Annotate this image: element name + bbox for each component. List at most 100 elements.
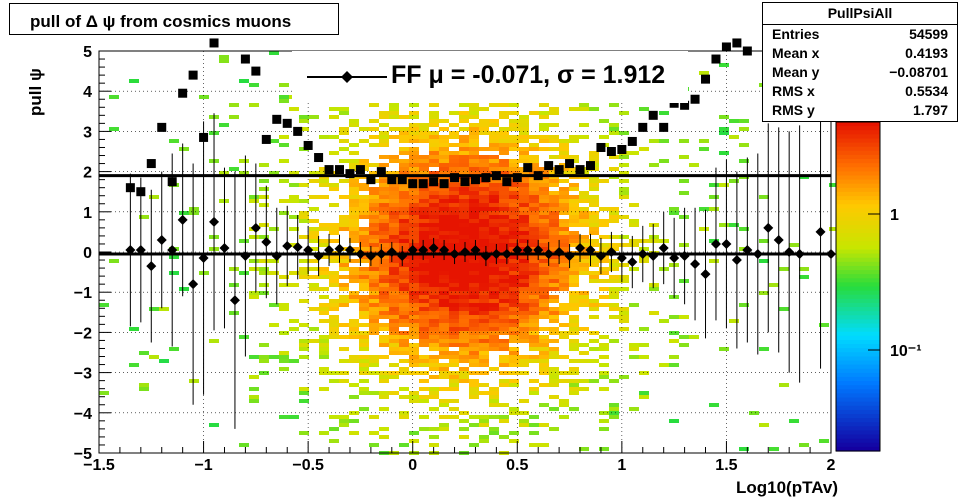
heatmap-cell <box>679 139 689 143</box>
heatmap-cell <box>429 387 439 391</box>
heatmap-cell <box>519 275 529 279</box>
heatmap-cell <box>449 223 459 227</box>
square-point <box>533 171 543 181</box>
heatmap-cell <box>739 447 749 451</box>
heatmap-cell <box>489 347 499 351</box>
diamond-point <box>376 249 387 260</box>
heatmap-cell <box>509 311 519 315</box>
stats-key: Entries <box>772 26 820 42</box>
heatmap-cell <box>359 207 369 211</box>
heatmap-cell <box>349 383 359 387</box>
heatmap-cell <box>309 267 319 271</box>
heatmap-cell <box>599 119 609 123</box>
heatmap-cell <box>499 271 509 275</box>
heatmap-cell <box>719 115 729 119</box>
heatmap-cell <box>279 211 289 215</box>
heatmap-cell <box>399 271 409 275</box>
heatmap-cell <box>399 151 409 155</box>
heatmap-cell <box>319 339 329 343</box>
heatmap-cell <box>669 419 679 423</box>
heatmap-cell <box>519 355 529 359</box>
heatmap-cell <box>589 275 599 279</box>
heatmap-cell <box>419 203 429 207</box>
heatmap-cell <box>359 363 369 367</box>
heatmap-cell <box>129 363 139 367</box>
heatmap-cell <box>279 415 289 419</box>
heatmap-cell <box>279 359 289 363</box>
heatmap-cell <box>559 171 569 175</box>
heatmap-cell <box>379 163 389 167</box>
diamond-point <box>449 249 460 260</box>
heatmap-cell <box>389 299 399 303</box>
heatmap-cell <box>589 239 599 243</box>
heatmap-cell <box>519 203 529 207</box>
heatmap-cell <box>429 287 439 291</box>
heatmap-cell <box>429 263 439 267</box>
heatmap-cell <box>409 103 419 107</box>
heatmap-cell <box>509 143 519 147</box>
heatmap-cell <box>519 199 529 203</box>
heatmap-cell <box>299 199 309 203</box>
heatmap-cell <box>389 323 399 327</box>
heatmap-cell <box>539 211 549 215</box>
heatmap-cell <box>609 131 619 135</box>
heatmap-cell <box>399 171 409 175</box>
heatmap-cell <box>479 335 489 339</box>
heatmap-cell <box>489 211 499 215</box>
heatmap-cell <box>789 419 799 423</box>
heatmap-cell <box>389 135 399 139</box>
heatmap-cell <box>649 163 659 167</box>
heatmap-cell <box>529 227 539 231</box>
heatmap-cell <box>569 299 579 303</box>
heatmap-cell <box>359 195 369 199</box>
square-point <box>659 122 669 132</box>
diamond-point <box>324 244 335 255</box>
heatmap-cell <box>389 195 399 199</box>
heatmap-cell <box>509 335 519 339</box>
heatmap-cell <box>419 279 429 283</box>
heatmap-cell <box>569 283 579 287</box>
heatmap-cell <box>479 271 489 275</box>
heatmap-cell <box>519 315 529 319</box>
square-point <box>648 110 658 120</box>
heatmap-cell <box>399 215 409 219</box>
heatmap-cell <box>529 203 539 207</box>
heatmap-cell <box>349 279 359 283</box>
heatmap-cell <box>569 267 579 271</box>
heatmap-cell <box>479 323 489 327</box>
heatmap-cell <box>619 375 629 379</box>
heatmap-cell <box>339 219 349 223</box>
heatmap-cell <box>489 131 499 135</box>
heatmap-cell <box>579 351 589 355</box>
heatmap-cell <box>659 159 669 163</box>
heatmap-cell <box>279 179 289 183</box>
heatmap-cell <box>439 351 449 355</box>
heatmap-cell <box>539 255 549 259</box>
heatmap-cell <box>349 355 359 359</box>
square-point <box>470 175 480 185</box>
heatmap-cell <box>449 263 459 267</box>
heatmap-cell <box>599 447 609 451</box>
heatmap-cell <box>559 151 569 155</box>
heatmap-cell <box>579 239 589 243</box>
heatmap-cell <box>329 183 339 187</box>
heatmap-cell <box>439 135 449 139</box>
heatmap-cell <box>499 299 509 303</box>
heatmap-cell <box>279 275 289 279</box>
heatmap-cell <box>499 187 509 191</box>
heatmap-cell <box>489 167 499 171</box>
heatmap-cell <box>419 331 429 335</box>
heatmap-cell <box>519 307 529 311</box>
heatmap-cell <box>529 147 539 151</box>
heatmap-cell <box>599 207 609 211</box>
heatmap-cell <box>489 243 499 247</box>
diamond-point <box>721 238 732 249</box>
heatmap-cell <box>639 259 649 263</box>
heatmap-cell <box>589 379 599 383</box>
heatmap-cell <box>359 407 369 411</box>
heatmap-cell <box>319 275 329 279</box>
heatmap-cell <box>679 215 689 219</box>
heatmap-cell <box>469 319 479 323</box>
heatmap-cell <box>469 151 479 155</box>
heatmap-cell <box>469 311 479 315</box>
